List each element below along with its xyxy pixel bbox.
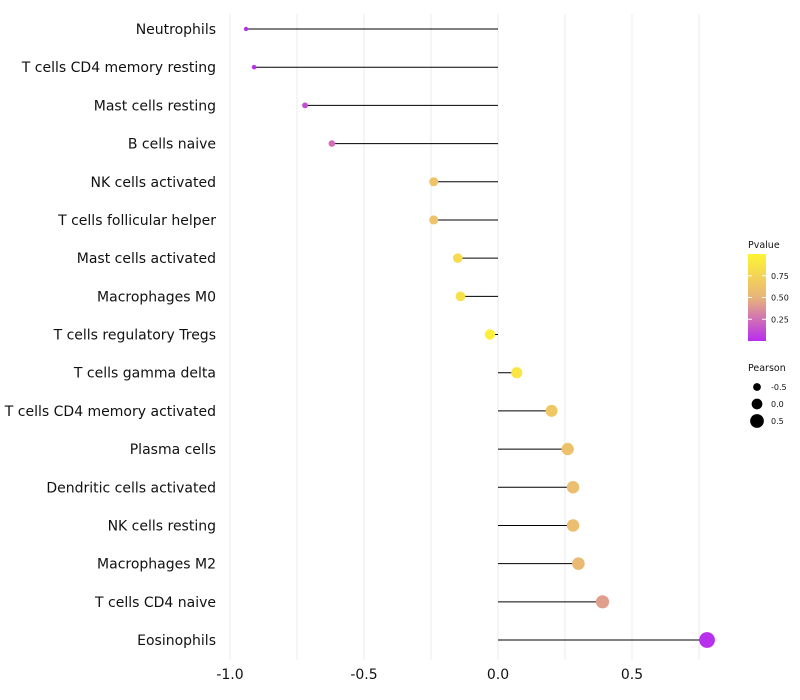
data-point [455, 291, 466, 302]
data-point [452, 253, 463, 263]
data-point [429, 215, 439, 225]
legend-pearson-label: -0.5 [771, 383, 787, 392]
category-label: Macrophages M0 [97, 289, 216, 305]
data-point [429, 177, 439, 187]
x-tick-label: -1.0 [216, 667, 243, 683]
legend-pearson-symbol [753, 383, 761, 391]
category-label: T cells CD4 memory activated [4, 404, 216, 420]
category-label: B cells naive [128, 137, 216, 153]
category-label: Mast cells resting [94, 98, 216, 114]
points [243, 26, 715, 648]
x-axis-ticks: -1.0 -0.5 0.0 0.5 [216, 667, 643, 683]
data-point [302, 102, 308, 109]
legend-colorbar [748, 254, 766, 341]
legend-pearson-symbol [751, 398, 763, 410]
data-point [328, 140, 336, 147]
data-point [511, 367, 523, 379]
legend-pvalue-tick-label: 0.25 [771, 315, 789, 324]
gridlines [229, 14, 700, 660]
category-label: T cells CD4 memory resting [21, 60, 216, 76]
legend-pvalue: Pvalue 0.75 0.50 0.25 [748, 240, 789, 341]
legend-pearson-title: Pearson [748, 363, 786, 374]
category-label: Plasma cells [130, 442, 216, 458]
category-label: NK cells activated [91, 175, 216, 191]
x-tick-label: 0.0 [487, 667, 509, 683]
category-label: T cells follicular helper [57, 213, 216, 229]
legend-pearson-label: 0.0 [771, 400, 784, 409]
category-label: T cells CD4 naive [94, 595, 216, 611]
legend-pearson-symbol [750, 414, 764, 428]
data-point [484, 329, 496, 340]
category-label: T cells regulatory Tregs [53, 328, 216, 344]
x-tick-label: 0.5 [621, 667, 643, 683]
category-label: Macrophages M2 [97, 557, 216, 573]
data-point [566, 481, 580, 494]
legend-pvalue-tick-label: 0.75 [771, 272, 789, 281]
category-label: Eosinophils [137, 633, 216, 649]
category-label: Neutrophils [136, 22, 216, 38]
data-point [595, 595, 610, 609]
category-label: Dendritic cells activated [46, 480, 216, 496]
data-point [572, 557, 585, 570]
data-point [699, 632, 715, 648]
data-point [251, 64, 257, 70]
legend-pvalue-title: Pvalue [748, 240, 780, 251]
category-labels: Neutrophils T cells CD4 memory resting Mas… [4, 22, 216, 649]
data-point [243, 26, 249, 32]
category-label: Mast cells activated [77, 251, 216, 267]
data-point [545, 404, 558, 417]
x-tick-label: -0.5 [350, 667, 377, 683]
category-label: NK cells resting [108, 518, 216, 534]
category-label: T cells gamma delta [73, 366, 216, 382]
legend-pearson: Pearson -0.5 0.0 0.5 [748, 363, 787, 428]
legend-pearson-label: 0.5 [771, 417, 784, 426]
legend-pvalue-tick-label: 0.50 [771, 294, 789, 303]
data-point [566, 519, 580, 532]
data-point [561, 442, 574, 456]
stems [246, 28, 708, 641]
